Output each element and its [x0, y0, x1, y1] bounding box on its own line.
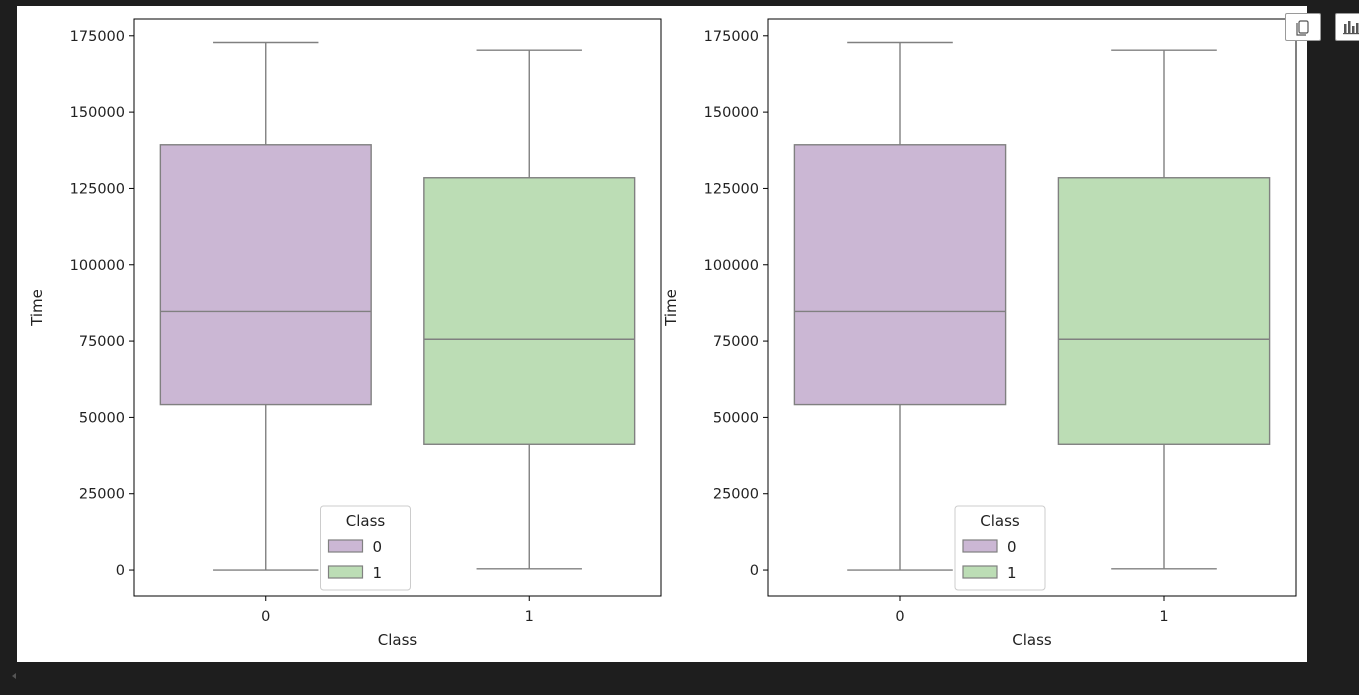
axes-frame: [133, 18, 662, 597]
x-tick-label: 1: [525, 609, 534, 625]
y-tick-label: 0: [750, 563, 759, 579]
subplot-1: 0 25000 50000 75000 100000 125000 150000 175000…: [28, 18, 662, 649]
axes-frame: [767, 18, 1297, 597]
iqr-box: [159, 144, 372, 406]
scroll-left-arrow-icon[interactable]: [12, 673, 16, 679]
y-tick-label: 50000: [79, 410, 125, 426]
legend-title: Class: [346, 512, 386, 530]
iqr-box: [423, 177, 636, 445]
y-tick-label: 75000: [713, 334, 759, 350]
legend-label-0: 0: [373, 538, 383, 556]
x-tick-label: 1: [1159, 609, 1168, 625]
figure-canvas: 0250005000075000100000125000150000175000…: [28, 18, 1297, 649]
legend-label-1: 1: [373, 564, 383, 582]
y-tick-label: 100000: [70, 258, 125, 274]
figure: 0 25000 50000 75000 100000 125000 150000 175000…: [17, 6, 1307, 662]
y-tick-label: 175000: [704, 29, 759, 45]
legend-swatch-1: [962, 565, 998, 579]
box-class-1: [423, 49, 636, 570]
legend-title: Class: [980, 512, 1020, 530]
legend-label-1: 1: [1007, 564, 1017, 582]
y-axis-label: Time: [662, 289, 680, 327]
copy-button[interactable]: [1285, 13, 1321, 41]
chart-view-button[interactable]: [1335, 13, 1359, 41]
x-axis-label: Class: [378, 631, 418, 649]
x-axis-label: Class: [1012, 631, 1052, 649]
y-axis-label: Time: [28, 289, 46, 327]
legend: Class 0 1: [954, 505, 1046, 591]
y-tick-label: 25000: [713, 487, 759, 503]
box-class-0: [159, 41, 372, 571]
copy-icon: [1296, 20, 1309, 36]
legend-swatch-0: [327, 539, 364, 553]
iqr-box: [793, 144, 1007, 406]
y-tick-label: 125000: [70, 181, 125, 197]
y-tick-label: 75000: [79, 334, 125, 350]
box-class-1: [1057, 49, 1271, 570]
legend-swatch-0: [962, 539, 998, 553]
bar-chart-icon: [1343, 21, 1359, 35]
legend-label-0: 0: [1007, 538, 1017, 556]
y-tick-label: 150000: [704, 105, 759, 121]
y-tick-label: 25000: [79, 487, 125, 503]
y-tick-label: 50000: [713, 410, 759, 426]
box-class-0: [793, 41, 1007, 571]
x-tick-label: 0: [895, 609, 904, 625]
y-tick-label: 125000: [704, 181, 759, 197]
y-tick-label: 100000: [704, 258, 759, 274]
legend: Class 0 1: [320, 505, 411, 591]
subplot-2: 0 25000 50000 75000 100000 125000 150000 175000…: [662, 18, 1297, 649]
y-tick-label: 175000: [70, 29, 125, 45]
legend-swatch-1: [327, 565, 364, 579]
y-tick-label: 150000: [70, 105, 125, 121]
iqr-box: [1057, 177, 1271, 445]
y-tick-label: 0: [116, 563, 125, 579]
x-tick-label: 0: [261, 609, 270, 625]
